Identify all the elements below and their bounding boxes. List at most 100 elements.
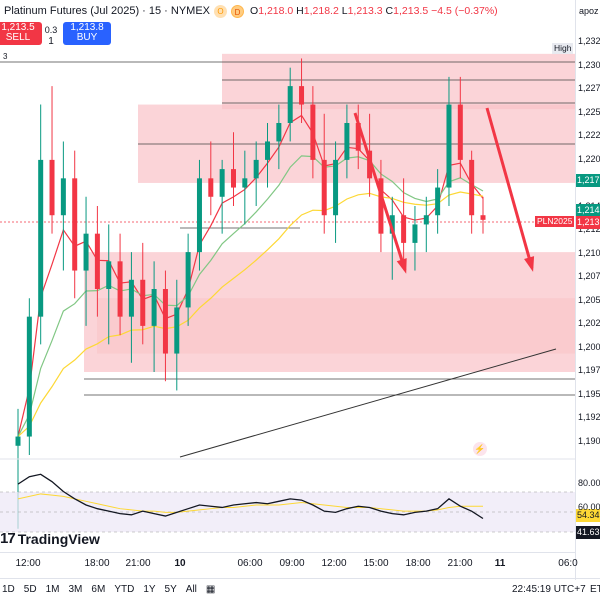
lightning-icon[interactable]: ⚡ <box>473 442 487 456</box>
candle[interactable] <box>151 261 157 372</box>
candle[interactable] <box>435 169 441 234</box>
time-axis[interactable]: 12:00 18:00 21:00 10 06:00 09:00 12:00 15:00 18:… <box>0 552 578 572</box>
candle[interactable] <box>38 104 44 345</box>
candle[interactable] <box>117 233 123 336</box>
change-value: −4.5 (−0.37%) <box>431 5 498 17</box>
symbol-title[interactable]: Platinum Futures (Jul 2025) · 15 · NYMEX <box>4 5 211 17</box>
candle[interactable] <box>287 67 293 142</box>
o-icon: O <box>214 4 228 18</box>
calendar-icon[interactable]: ▦ <box>205 584 216 595</box>
candle[interactable] <box>230 132 236 206</box>
axis-price-tag: 1,213 <box>576 216 600 229</box>
timeframe-3m[interactable]: 3M <box>68 584 83 595</box>
symbol-price-tag: PLN2025 <box>535 216 575 227</box>
candle[interactable] <box>140 242 146 345</box>
candle[interactable] <box>401 178 407 262</box>
high-label-tag: High <box>552 43 574 54</box>
timeframe-1m[interactable]: 1M <box>45 584 60 595</box>
clock[interactable]: 22:45:19 UTC+7 <box>512 584 586 595</box>
open-value: 1,218.0 <box>258 5 294 17</box>
timeframe-1d[interactable]: 1D <box>2 584 15 595</box>
candle[interactable] <box>60 141 66 271</box>
price-tick: 1,227 <box>578 83 600 93</box>
price-tick: 1,200 <box>578 341 600 352</box>
candle[interactable] <box>355 104 361 170</box>
candle[interactable] <box>378 159 384 253</box>
candle[interactable] <box>310 86 316 179</box>
candle[interactable] <box>253 141 259 206</box>
candle[interactable] <box>26 298 32 455</box>
supply-demand-zone <box>97 298 575 354</box>
axis-price-tag: 54.34 <box>576 509 600 522</box>
price-tick: 1,192 <box>578 412 600 422</box>
sell-label: SELL <box>5 32 31 43</box>
time-tick: 18:00 <box>84 558 110 569</box>
timezone[interactable]: ET <box>590 584 600 595</box>
candle[interactable] <box>106 224 112 345</box>
candle[interactable] <box>480 196 486 234</box>
candle[interactable] <box>299 58 305 123</box>
line-marker: 3 <box>3 52 8 61</box>
candle[interactable] <box>174 279 180 391</box>
candle[interactable] <box>446 76 452 206</box>
candle[interactable] <box>185 233 191 326</box>
candle[interactable] <box>412 206 418 271</box>
buy-price: 1,213.8 <box>70 22 104 33</box>
rsi-band <box>0 492 575 532</box>
timeframe-all[interactable]: All <box>185 584 197 595</box>
rsi-ma-line <box>17 493 483 513</box>
low-label: L <box>341 5 348 17</box>
candle[interactable] <box>389 196 395 280</box>
price-tick: 1,222 <box>578 130 600 140</box>
price-chart[interactable] <box>0 0 575 580</box>
candle[interactable] <box>128 252 134 363</box>
candle[interactable] <box>344 104 350 179</box>
timeframe-5y[interactable]: 5Y <box>164 584 177 595</box>
timeframe-1y[interactable]: 1Y <box>143 584 156 595</box>
time-tick: 12:00 <box>15 558 41 569</box>
time-tick: 21:00 <box>447 558 473 569</box>
candle[interactable] <box>321 113 327 234</box>
time-tick: 15:00 <box>363 558 389 569</box>
candle[interactable] <box>469 150 475 234</box>
axis-price-tag: 1,214 <box>576 204 600 217</box>
high-value: 1,218.2 <box>303 5 339 17</box>
candle[interactable] <box>208 141 214 216</box>
candle[interactable] <box>196 159 202 271</box>
time-tick: 12:00 <box>321 558 347 569</box>
axis-price-tag: 41.63 <box>576 526 600 539</box>
timeframe-ytd[interactable]: YTD <box>114 584 135 595</box>
candle[interactable] <box>219 159 225 234</box>
candle[interactable] <box>83 196 89 326</box>
candle[interactable] <box>49 86 55 234</box>
price-tick: 1,212 <box>578 224 600 234</box>
price-tick: 1,207 <box>578 271 600 281</box>
buy-button[interactable]: 1,213.8 BUY <box>63 22 111 45</box>
candle[interactable] <box>457 76 463 179</box>
tradingview-logo[interactable]: 17 TradingView <box>0 530 100 547</box>
price-axis[interactable]: apoz 1,232 1,230 1,227 1,225 1,222 1,220 1,217… <box>575 0 600 580</box>
time-tick: 06:00 <box>237 558 263 569</box>
price-tick: 1,220 <box>578 153 600 164</box>
timeframe-6m[interactable]: 6M <box>91 584 106 595</box>
time-tick: 09:00 <box>279 558 305 569</box>
price-tick: 1,195 <box>578 388 600 399</box>
sell-button[interactable]: 1,213.5 SELL <box>0 22 42 45</box>
timeframe-5d[interactable]: 5D <box>23 584 37 595</box>
axis-price-tag: 1,217 <box>576 174 600 187</box>
candle[interactable] <box>162 270 168 382</box>
open-label: O <box>250 5 259 17</box>
ema-slow-line <box>17 191 484 437</box>
candle[interactable] <box>94 206 100 317</box>
logo-mark: 17 <box>0 530 16 547</box>
candle[interactable] <box>333 141 339 243</box>
logo-name: TradingView <box>17 530 100 547</box>
candle[interactable] <box>242 150 248 225</box>
ema-mid-line <box>17 155 484 437</box>
candle[interactable] <box>276 104 282 170</box>
candle[interactable] <box>423 196 429 253</box>
candle[interactable] <box>72 150 78 299</box>
qty-value[interactable]: 1 <box>48 36 54 47</box>
candle[interactable] <box>265 123 271 188</box>
price-tick: 1,230 <box>578 59 600 70</box>
